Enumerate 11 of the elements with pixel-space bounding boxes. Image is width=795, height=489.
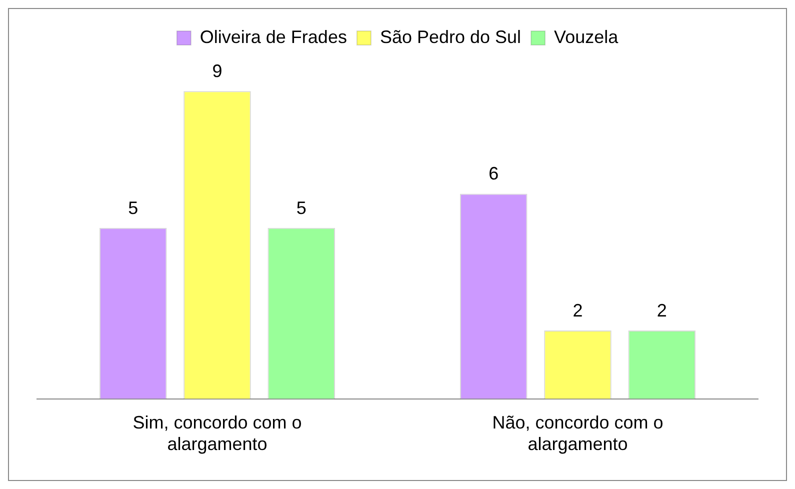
data-label: 9 (212, 61, 222, 82)
legend-label: Oliveira de Frades (200, 26, 347, 47)
legend-label: Vouzela (554, 26, 620, 47)
data-label: 2 (572, 300, 583, 320)
data-label: 5 (128, 198, 138, 218)
x-tick-label: Sim, concordo com o alargamento (132, 412, 302, 454)
legend-label: São Pedro do Sul (380, 26, 522, 47)
data-label: 2 (656, 300, 667, 320)
data-label: 6 (488, 164, 499, 184)
x-tick-label: Não, concordo com o alargamento (492, 412, 664, 454)
data-label: 5 (296, 198, 306, 218)
